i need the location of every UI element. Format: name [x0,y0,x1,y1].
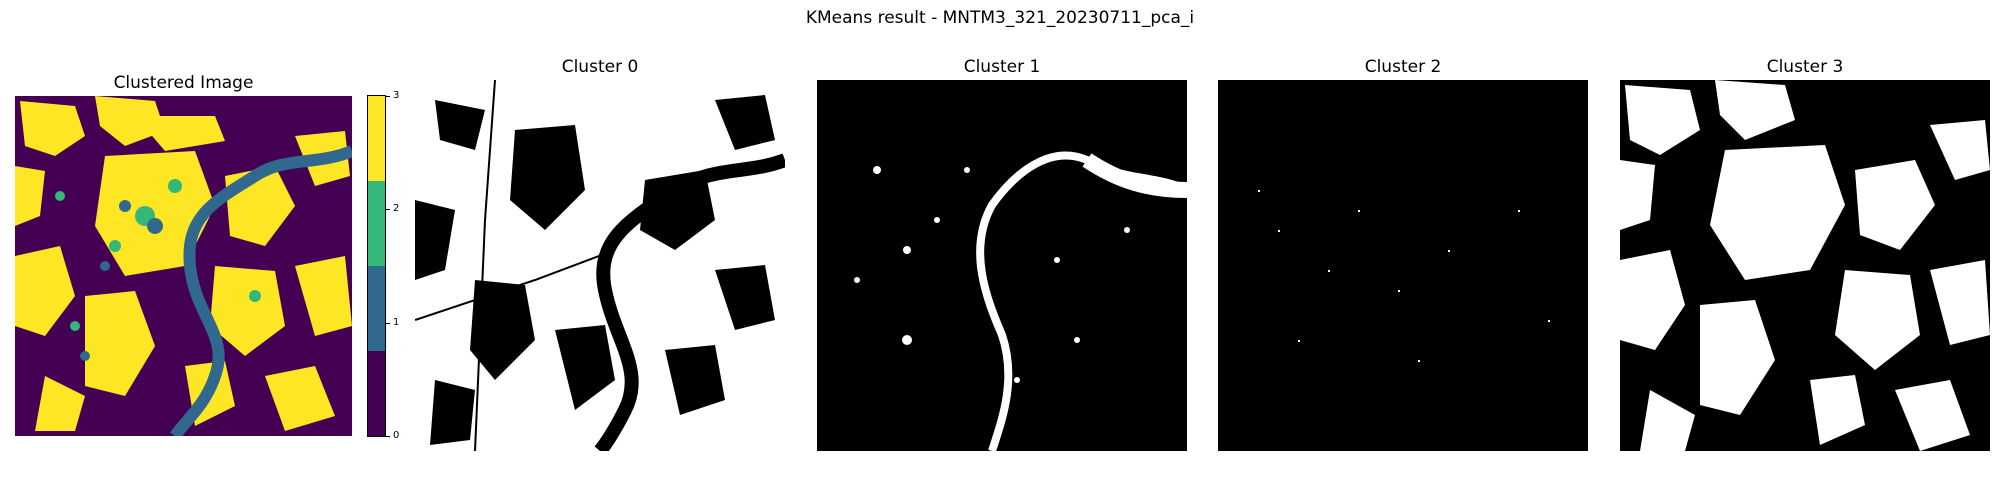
colorbar-tick-label: 0 [393,430,400,441]
cluster-1-title: Cluster 1 [963,57,1041,77]
cluster-2-mask [1218,80,1588,451]
colorbar-tick-label: 1 [393,317,400,328]
colorbar-tick [386,436,390,437]
figure-title: KMeans result - MNTM3_321_20230711_pca_i [805,8,1195,28]
colorbar-segment-3 [368,96,385,181]
colorbar-tick [386,323,390,324]
cluster-3-title: Cluster 3 [1766,57,1844,77]
colorbar-tick [386,96,390,97]
colorbar [367,95,386,437]
clustered-image-title: Clustered Image [113,73,254,93]
colorbar-segment-2 [368,181,385,266]
cluster-0-title: Cluster 0 [561,57,639,77]
cluster-2-title: Cluster 2 [1364,57,1442,77]
cluster-1-mask [817,80,1187,451]
colorbar-tick-label: 3 [393,90,400,101]
colorbar-segment-0 [368,351,385,436]
colorbar-segment-1 [368,266,385,351]
clustered-image [15,96,352,436]
colorbar-tick [386,209,390,210]
cluster-0-mask [415,80,785,451]
cluster-3-mask [1620,80,1990,451]
colorbar-tick-label: 2 [393,203,400,214]
